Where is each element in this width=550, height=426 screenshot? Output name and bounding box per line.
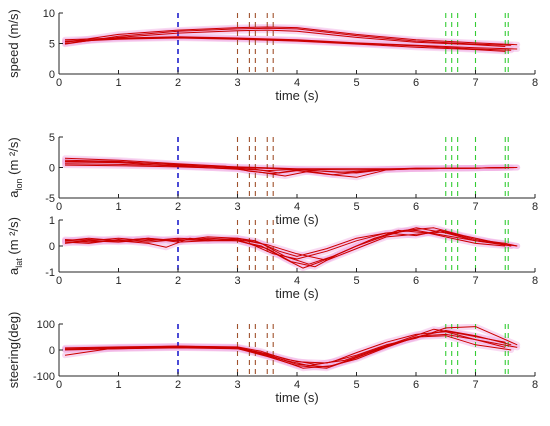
x-tick-label: 0 (56, 77, 62, 89)
series-line-5 (64, 231, 506, 261)
x-tick-label: 1 (115, 77, 121, 89)
x-tick-label: 8 (532, 201, 538, 213)
series-line-3 (64, 36, 518, 50)
series-line-1 (64, 227, 512, 265)
series-line-5 (64, 37, 506, 52)
x-tick-label: 5 (353, 201, 359, 213)
x-tick-label: 4 (294, 379, 300, 391)
x-tick-label: 7 (472, 77, 478, 89)
x-axis-label: time (s) (275, 88, 318, 103)
y-tick-label: 10 (43, 8, 55, 20)
x-tick-label: 1 (115, 201, 121, 213)
plot-area (62, 13, 521, 74)
series-line-5 (64, 160, 506, 170)
y-axis-label: steering(deg) (6, 312, 21, 389)
y-tick-label: 5 (49, 39, 55, 51)
series-line-1 (64, 27, 512, 46)
x-tick-label: 2 (175, 275, 181, 287)
x-tick-label: 5 (353, 275, 359, 287)
x-tick-label: 2 (175, 77, 181, 89)
x-tick-label: 8 (532, 379, 538, 391)
x-tick-label: 0 (56, 201, 62, 213)
y-axis-label: speed (m/s) (6, 9, 21, 78)
x-tick-label: 6 (413, 379, 419, 391)
x-axis-label: time (s) (275, 286, 318, 301)
y-axis-label: alon (m ²/s) (6, 137, 24, 197)
y-tick-label: 0 (49, 163, 55, 175)
x-tick-label: 2 (175, 379, 181, 391)
x-tick-label: 7 (472, 275, 478, 287)
x-tick-label: 7 (472, 201, 478, 213)
series-line-2 (64, 161, 506, 177)
x-tick-label: 8 (532, 275, 538, 287)
x-tick-label: 6 (413, 275, 419, 287)
plot-area (62, 220, 521, 272)
y-tick-label: 100 (37, 319, 55, 331)
series-line-4 (64, 335, 512, 369)
series-line-2 (64, 29, 506, 47)
x-tick-label: 6 (413, 201, 419, 213)
series-line-5 (64, 328, 506, 365)
plot-area (62, 324, 521, 376)
y-tick-label: 5 (49, 132, 55, 144)
x-axis-label: time (s) (275, 212, 318, 227)
y-tick-label: -1 (45, 267, 55, 279)
x-tick-label: 4 (294, 275, 300, 287)
x-tick-label: 0 (56, 275, 62, 287)
panel-0: 0 1 2 3 4 5 6 7 8 0 5 10 time (s) speed (m/s) (6, 8, 538, 103)
x-tick-label: 3 (234, 275, 240, 287)
x-tick-label: 7 (472, 379, 478, 391)
x-tick-label: 3 (234, 201, 240, 213)
y-axis-label: alat (m ²/s) (6, 217, 24, 275)
y-tick-label: 0 (49, 345, 55, 357)
series-line-4 (64, 36, 512, 51)
x-tick-label: 4 (294, 77, 300, 89)
x-axis-label: time (s) (275, 390, 318, 405)
series-line-0 (64, 26, 518, 46)
x-tick-label: 4 (294, 201, 300, 213)
series-line-4 (64, 227, 512, 269)
y-tick-label: 0 (49, 69, 55, 81)
x-tick-label: 3 (234, 379, 240, 391)
x-tick-label: 5 (353, 379, 359, 391)
x-tick-label: 0 (56, 379, 62, 391)
y-tick-label: 0 (49, 241, 55, 253)
x-tick-label: 5 (353, 77, 359, 89)
y-tick-label: -100 (33, 371, 55, 383)
y-tick-label: 1 (49, 215, 55, 227)
x-tick-label: 6 (413, 77, 419, 89)
y-tick-label: -5 (45, 193, 55, 205)
x-tick-label: 2 (175, 201, 181, 213)
x-tick-label: 8 (532, 77, 538, 89)
x-tick-label: 3 (234, 77, 240, 89)
x-tick-label: 1 (115, 275, 121, 287)
x-tick-label: 1 (115, 379, 121, 391)
plot-area (62, 137, 521, 198)
